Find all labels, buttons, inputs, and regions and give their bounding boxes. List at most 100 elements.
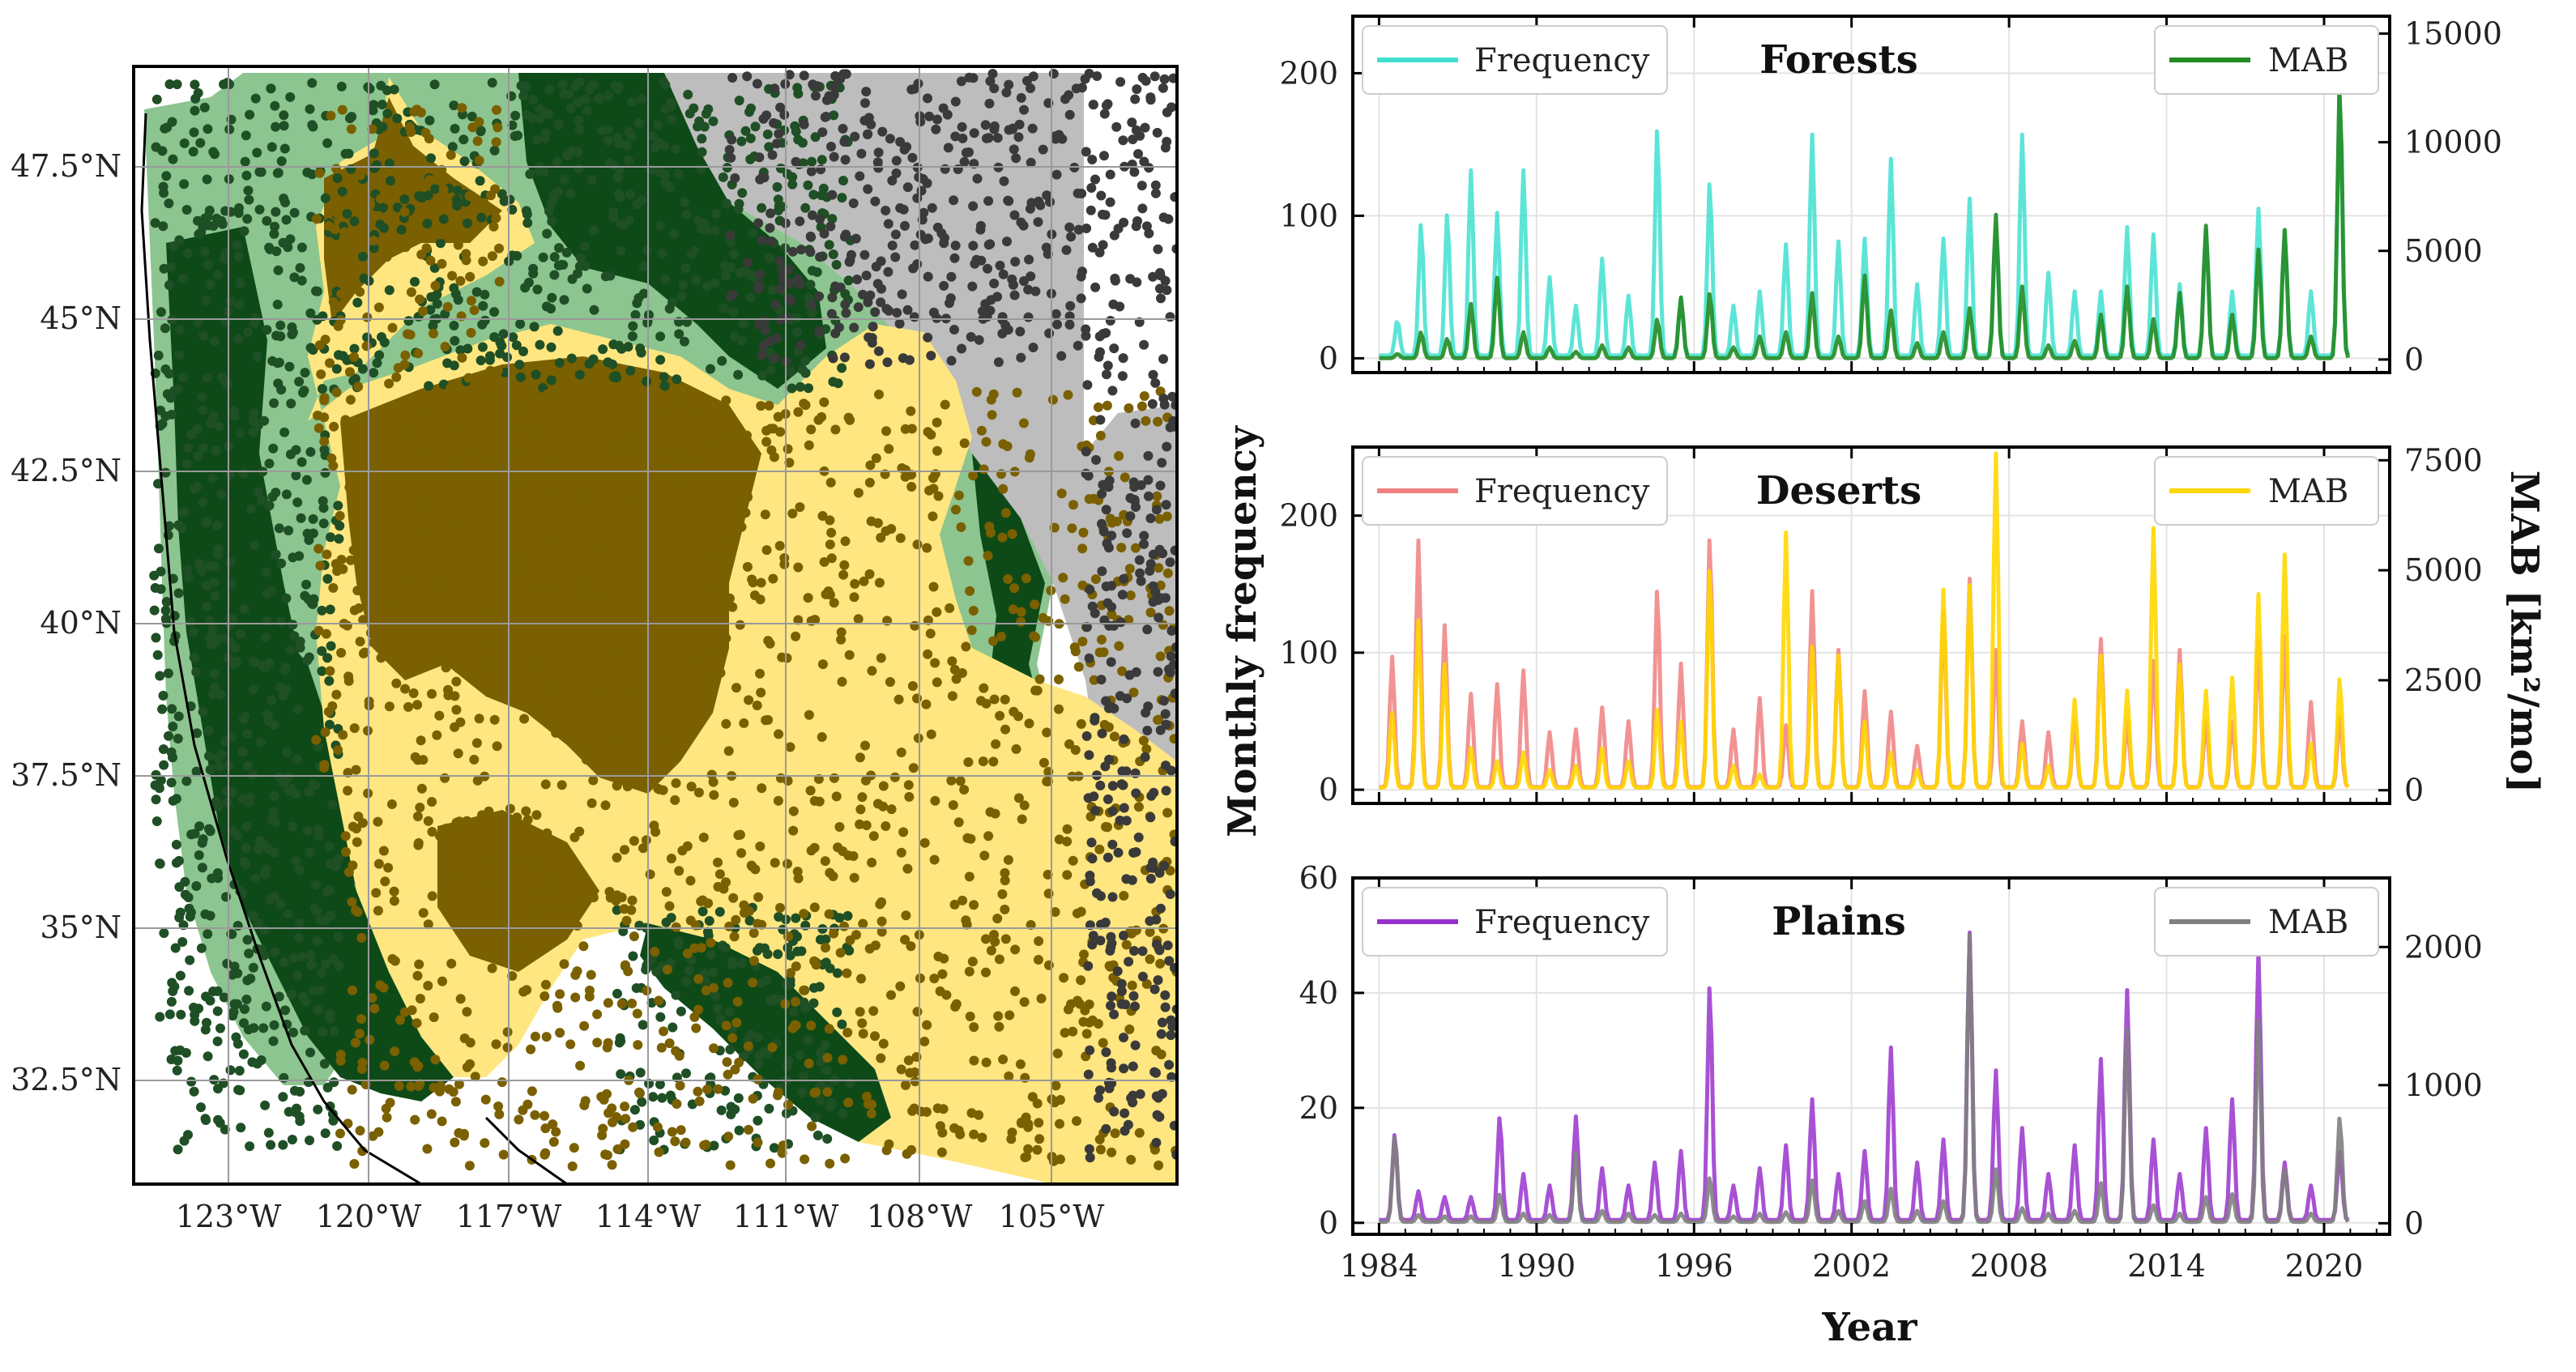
fire-point [333, 501, 343, 511]
fire-point [505, 803, 515, 814]
fire-point [182, 565, 192, 575]
fire-point [313, 1104, 323, 1114]
fire-point [334, 534, 344, 544]
fire-point [655, 331, 666, 342]
fire-point [347, 897, 357, 907]
deserts-plot-frame [1351, 445, 2391, 805]
fire-point [809, 842, 820, 853]
fire-point [429, 328, 438, 339]
fire-point [766, 364, 776, 375]
fire-point [1113, 224, 1124, 234]
fire-point [183, 443, 193, 454]
fire-point [1145, 607, 1156, 618]
fire-point [489, 657, 500, 667]
fire-point [365, 628, 376, 638]
fire-point [541, 403, 552, 412]
fire-point [382, 628, 392, 639]
fire-point [979, 850, 990, 861]
fire-point [829, 110, 839, 121]
fire-point [305, 104, 315, 114]
fire-point [1125, 492, 1136, 503]
fire-point [754, 152, 765, 163]
fire-point [1162, 568, 1173, 578]
fire-point [820, 1040, 830, 1050]
fire-point [1160, 143, 1171, 153]
fire-point [792, 274, 803, 284]
fire-point [603, 1108, 614, 1118]
fire-point [737, 188, 748, 198]
fire-point [706, 364, 715, 374]
fire-point [203, 929, 213, 940]
fire-point [876, 653, 886, 663]
fire-point [857, 1018, 868, 1029]
fire-point [188, 627, 198, 637]
fire-point [530, 1110, 540, 1120]
fire-point [375, 980, 386, 991]
fire-point [239, 857, 249, 867]
fire-point [1101, 582, 1111, 591]
fire-point [1119, 734, 1129, 744]
y-left-tick-label: 200 [1279, 498, 1338, 534]
x-axis-title: Year [1821, 1305, 1917, 1350]
fire-point [785, 950, 795, 961]
fire-point [487, 251, 497, 262]
fire-point [835, 948, 846, 958]
fire-point [334, 961, 344, 971]
fire-point [159, 760, 169, 770]
fire-point [202, 581, 212, 591]
fire-point [706, 949, 716, 960]
fire-point [1083, 793, 1094, 803]
fire-point [853, 614, 864, 624]
fire-point [939, 953, 949, 964]
fire-point [540, 133, 550, 143]
fire-point [815, 1095, 825, 1106]
fire-point [799, 70, 809, 81]
fire-point [890, 252, 901, 262]
fire-point [575, 253, 586, 262]
fire-point [736, 136, 747, 147]
fire-point [654, 995, 664, 1006]
fire-point [627, 999, 638, 1008]
fire-point [902, 305, 913, 315]
fire-point [1096, 190, 1107, 201]
fire-point [312, 936, 322, 947]
fire-point [462, 816, 472, 826]
fire-point [629, 836, 639, 846]
fire-point [848, 198, 859, 208]
fire-point [720, 271, 731, 281]
fire-point [799, 1072, 809, 1082]
fire-point [597, 1130, 608, 1140]
fire-point [198, 496, 208, 507]
fire-point [1095, 1144, 1106, 1155]
fire-point [714, 906, 725, 917]
fire-point [435, 238, 446, 249]
fire-point [565, 596, 576, 607]
fire-point [1105, 513, 1115, 524]
fire-point [373, 1127, 384, 1137]
fire-point [405, 437, 415, 447]
fire-point [446, 590, 456, 600]
fire-point [1131, 543, 1141, 553]
fire-point [1141, 415, 1151, 426]
fire-point [833, 842, 843, 853]
fire-point [884, 444, 894, 454]
fire-point [727, 134, 737, 145]
fire-point [520, 283, 531, 293]
fire-point [797, 1088, 808, 1098]
fire-point [820, 856, 830, 867]
fire-point [617, 686, 628, 697]
fire-point [508, 332, 518, 343]
fire-point [152, 650, 163, 660]
fire-point [807, 210, 817, 220]
fire-point [457, 352, 467, 363]
fire-point [1133, 149, 1143, 159]
fire-point [197, 837, 207, 848]
fire-point [166, 1055, 177, 1064]
fire-point [559, 174, 569, 185]
fire-point [1123, 1119, 1133, 1130]
fire-point [799, 985, 809, 995]
fire-point [379, 337, 390, 347]
fire-point [559, 295, 569, 305]
fire-point [195, 138, 206, 148]
fire-point [805, 279, 816, 290]
